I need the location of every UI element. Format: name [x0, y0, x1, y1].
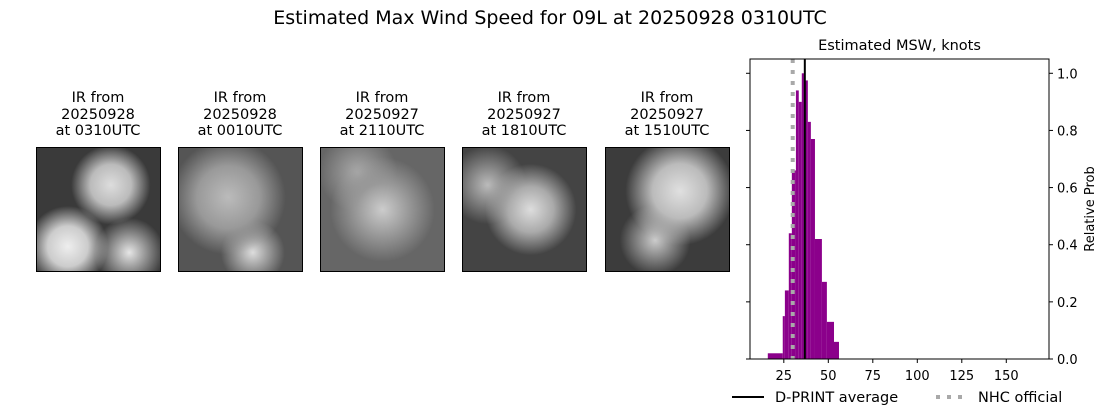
y-tick-label: 0.6: [1057, 182, 1078, 197]
y-tick-label: 0.0: [1057, 353, 1078, 368]
ir-panel-title-line1: IR from: [213, 90, 267, 106]
ir-panel: IR from 20250927 at 1510UTC: [604, 90, 730, 272]
ir-panel-title-line2: 20250928: [61, 106, 135, 123]
x-tick-label: 50: [820, 369, 837, 384]
ir-panel-title-line3: at 1510UTC: [624, 123, 710, 139]
x-tick-label: 25: [776, 369, 793, 384]
histogram-bar: [821, 281, 827, 359]
y-tick-label: 1.0: [1057, 67, 1078, 82]
ir-satellite-image: [462, 147, 587, 272]
x-tick-label: 100: [905, 369, 930, 384]
ir-satellite-image: [605, 147, 730, 272]
x-tick-label: 125: [949, 369, 974, 384]
histogram-bar: [795, 90, 799, 359]
ir-panel-title-line3: at 2110UTC: [339, 123, 425, 139]
histogram-bar: [807, 121, 811, 359]
y-tick-label: 0.2: [1057, 296, 1078, 311]
histogram-bar: [791, 170, 796, 359]
histogram-bar: [784, 290, 789, 359]
y-tick-label: 0.4: [1057, 239, 1078, 254]
legend-dprint-label: D-PRINT average: [775, 390, 898, 406]
ir-panel-title-line2: 20250928: [203, 106, 277, 123]
histogram-bar: [801, 73, 804, 360]
ir-panel: IR from 20250927 at 2110UTC: [319, 90, 445, 272]
plot-frame: [749, 58, 1050, 360]
y-tick-label: 0.8: [1057, 124, 1078, 139]
ir-panel-title-line1: IR from: [355, 90, 409, 106]
ir-panel-title-line2: 20250927: [487, 106, 561, 123]
legend-nhc-label: NHC official: [978, 390, 1062, 406]
ir-panel-title-line3: at 0010UTC: [197, 123, 283, 139]
ir-panel-title-line1: IR from: [71, 90, 125, 106]
ir-panel-title-line3: at 1810UTC: [481, 123, 567, 139]
ir-panel: IR from 20250927 at 1810UTC: [461, 90, 587, 272]
ir-panel-title-line1: IR from: [640, 90, 694, 106]
histogram-bar: [788, 233, 792, 359]
ir-panel-title-line3: at 0310UTC: [55, 123, 141, 139]
histogram-bar: [826, 321, 835, 359]
histogram-bar: [810, 139, 815, 359]
histogram-bar: [803, 80, 808, 359]
histogram-bar: [834, 341, 839, 359]
ir-panel-title-line2: 20250927: [345, 106, 419, 123]
histogram-bar: [767, 353, 783, 359]
histogram-bar: [782, 316, 785, 359]
chart-title: Estimated MSW, knots: [818, 38, 981, 54]
ir-satellite-image: [320, 147, 445, 272]
ir-panel-title-line1: IR from: [497, 90, 551, 106]
figure-title: Estimated Max Wind Speed for 09L at 2025…: [273, 7, 827, 29]
ir-satellite-image: [36, 147, 161, 272]
x-tick-label: 75: [865, 369, 882, 384]
histogram-bar: [798, 101, 802, 359]
x-tick-label: 150: [994, 369, 1019, 384]
ir-satellite-image: [178, 147, 303, 272]
ir-panel-title-line2: 20250927: [630, 106, 704, 123]
histogram-bar: [814, 239, 822, 359]
ir-panel: IR from 20250928 at 0010UTC: [177, 90, 303, 272]
ir-panel: IR from 20250928 at 0310UTC: [35, 90, 161, 272]
y-axis-label: Relative Prob: [1083, 166, 1098, 251]
